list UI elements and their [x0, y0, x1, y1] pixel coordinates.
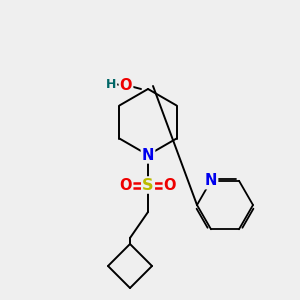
- Text: O: O: [120, 77, 132, 92]
- Text: H: H: [106, 77, 116, 91]
- Text: O: O: [164, 178, 176, 193]
- Text: N: N: [142, 148, 154, 163]
- Text: O: O: [120, 178, 132, 193]
- Text: S: S: [142, 178, 154, 193]
- Text: N: N: [205, 173, 217, 188]
